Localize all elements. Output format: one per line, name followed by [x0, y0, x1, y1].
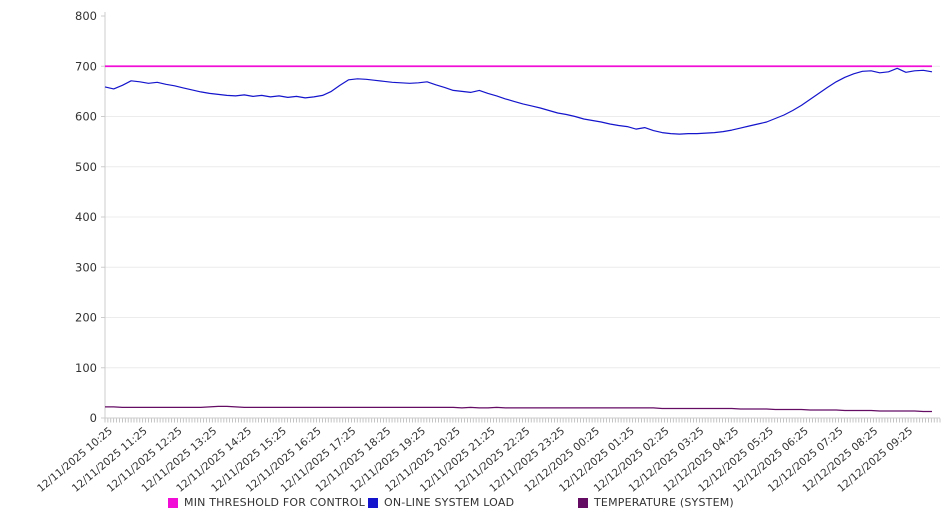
minor-ticks [104, 418, 941, 423]
legend-label-min-threshold: MIN THRESHOLD FOR CONTROL [184, 496, 365, 509]
chart-legend: MIN THRESHOLD FOR CONTROL ON-LINE SYSTEM… [0, 496, 946, 516]
legend-item-temperature[interactable]: TEMPERATURE (SYSTEM) [578, 496, 734, 509]
y-axis [101, 12, 106, 419]
legend-label-temperature: TEMPERATURE (SYSTEM) [594, 496, 734, 509]
load-line [104, 67, 933, 135]
y-axis-labels: 0 100 200 300 400 500 600 700 800 [75, 9, 97, 425]
load-line-path [104, 67, 933, 135]
gridlines [105, 65, 940, 369]
y-tick-label-600: 600 [75, 110, 97, 124]
temperature-line-path [105, 405, 932, 413]
y-tick-label-100: 100 [75, 361, 97, 375]
y-tick-label-700: 700 [75, 59, 97, 73]
y-tick-label-500: 500 [75, 160, 97, 174]
system-load-swatch-icon [368, 497, 378, 508]
y-tick-label-400: 400 [75, 210, 97, 224]
y-tick-label-0: 0 [90, 411, 97, 425]
min-threshold-swatch-icon [168, 497, 178, 508]
temperature-swatch-icon [578, 497, 588, 508]
legend-item-system-load[interactable]: ON-LINE SYSTEM LOAD [368, 496, 514, 509]
legend-label-system-load: ON-LINE SYSTEM LOAD [384, 496, 515, 509]
legend-item-min-threshold[interactable]: MIN THRESHOLD FOR CONTROL [168, 496, 365, 509]
y-tick-label-300: 300 [75, 260, 97, 274]
y-tick-label-200: 200 [75, 311, 97, 325]
y-tick-label-800: 800 [75, 9, 97, 23]
temperature-line [105, 405, 932, 413]
